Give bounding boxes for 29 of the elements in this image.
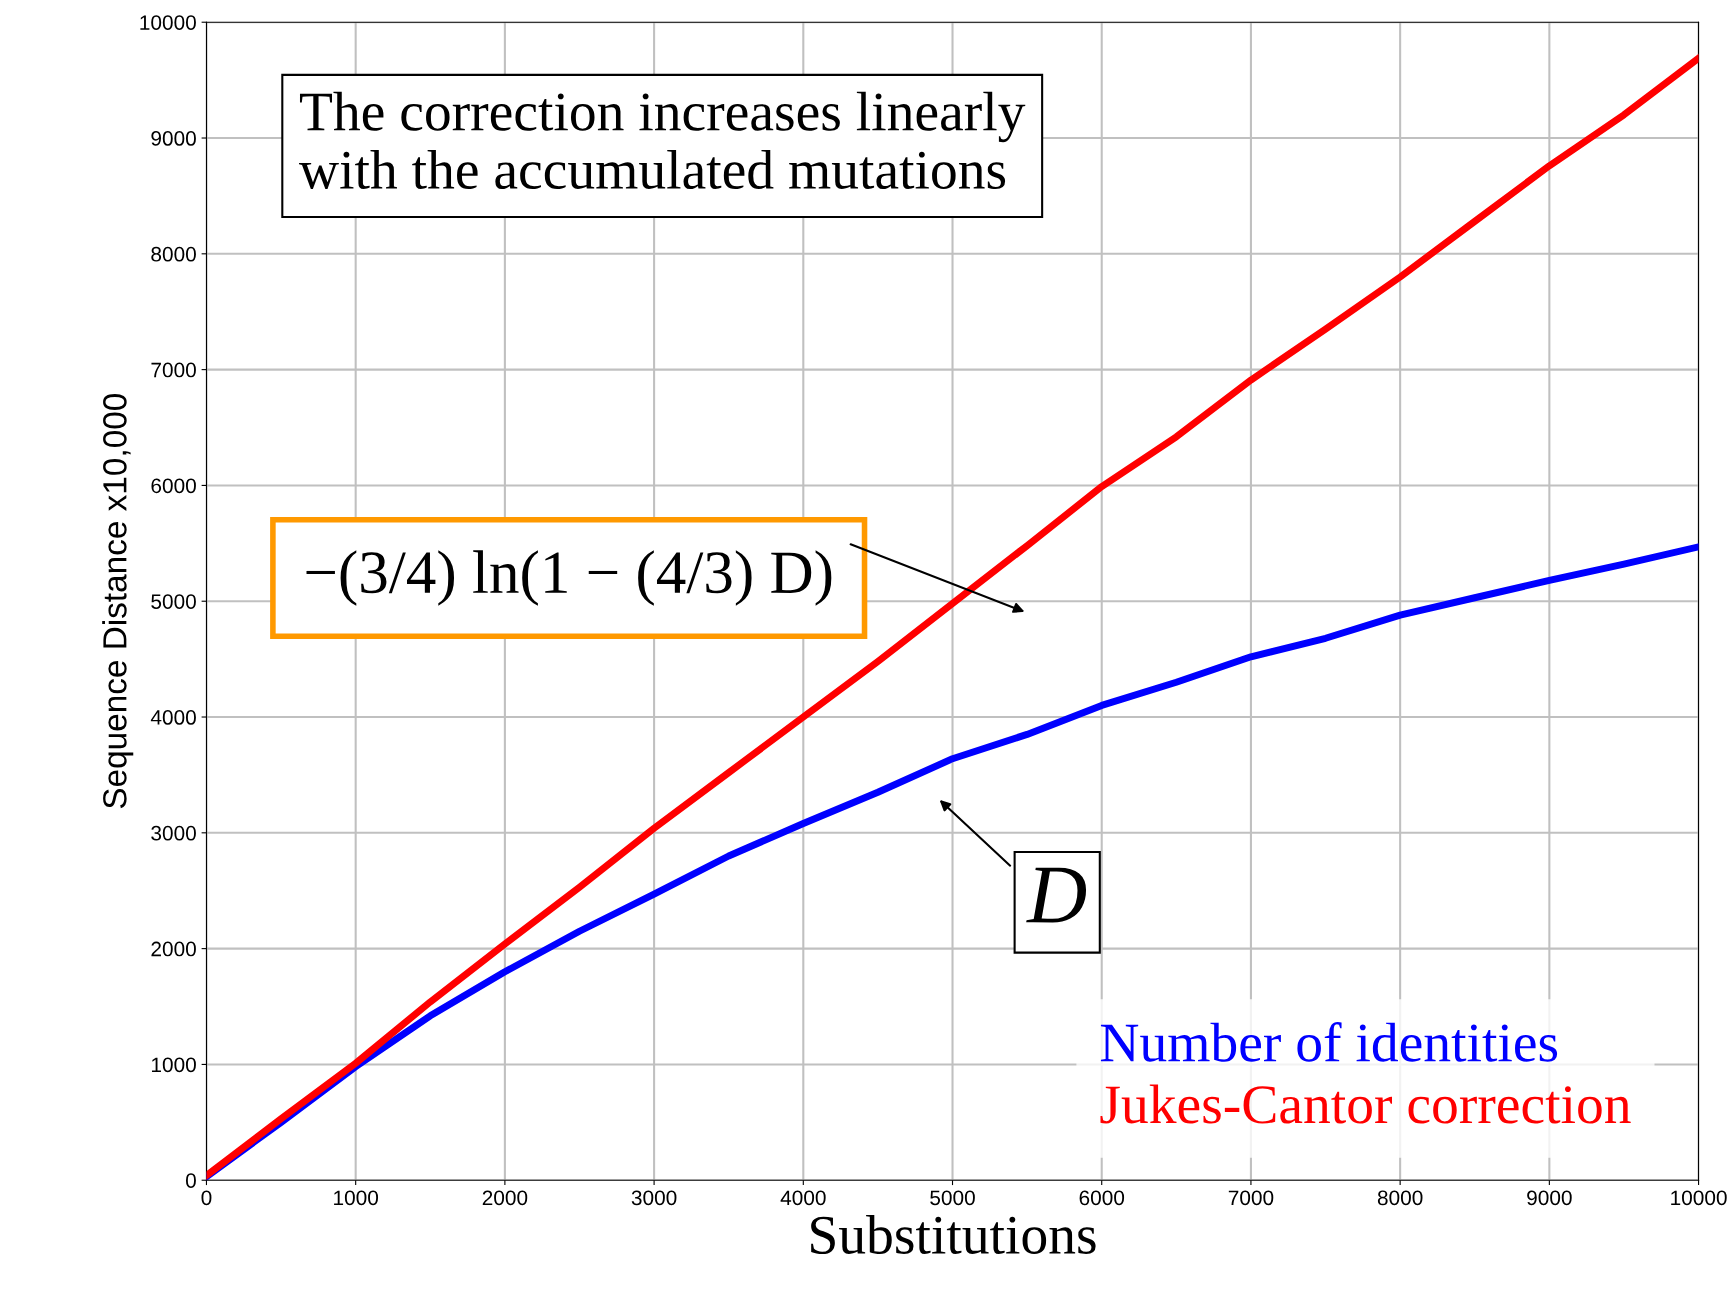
y-tick-label: 10000 xyxy=(140,15,196,30)
x-tick-label: 5000 xyxy=(930,1190,975,1206)
y-tick-label: 7000 xyxy=(151,362,196,378)
y-tick-label: 5000 xyxy=(151,594,196,609)
y-tick-label: 8000 xyxy=(151,246,196,262)
y-axis-title: Sequence Distance x10,000 xyxy=(102,394,134,809)
annotation: D xyxy=(1026,867,1087,923)
x-tick-label: 6000 xyxy=(1079,1190,1125,1206)
annotation: −(3/4) ln(1 − (4/3) D) xyxy=(306,550,832,606)
y-tick-label: 9000 xyxy=(151,131,196,146)
x-tick-label: 2000 xyxy=(482,1190,528,1206)
x-tick-label: 9000 xyxy=(1527,1190,1572,1206)
y-tick-label: 0 xyxy=(185,1173,196,1188)
x-tick-label: 1000 xyxy=(334,1190,379,1206)
x-tick-label: 10000 xyxy=(1671,1190,1727,1206)
x-tick-label: 0 xyxy=(201,1190,212,1206)
x-tick-label: 3000 xyxy=(631,1190,677,1206)
x-tick-label: 8000 xyxy=(1377,1190,1423,1206)
y-tick-label: 3000 xyxy=(151,825,196,841)
annotation: The correction increases linearly with the accumulated mutations xyxy=(299,91,1026,190)
x-tick-label: 4000 xyxy=(780,1190,826,1206)
text: Jukes-Cantor correction xyxy=(1100,1084,1631,1124)
x-axis-title: Substitutions xyxy=(811,1214,1096,1255)
y-tick-label: 6000 xyxy=(151,478,196,494)
y-tick-label: 1000 xyxy=(151,1057,196,1073)
x-tick-label: 7000 xyxy=(1228,1190,1274,1206)
y-tick-label: 4000 xyxy=(150,710,196,725)
text: Number of identities xyxy=(1100,1022,1558,1062)
y-tick-label: 2000 xyxy=(151,941,196,957)
